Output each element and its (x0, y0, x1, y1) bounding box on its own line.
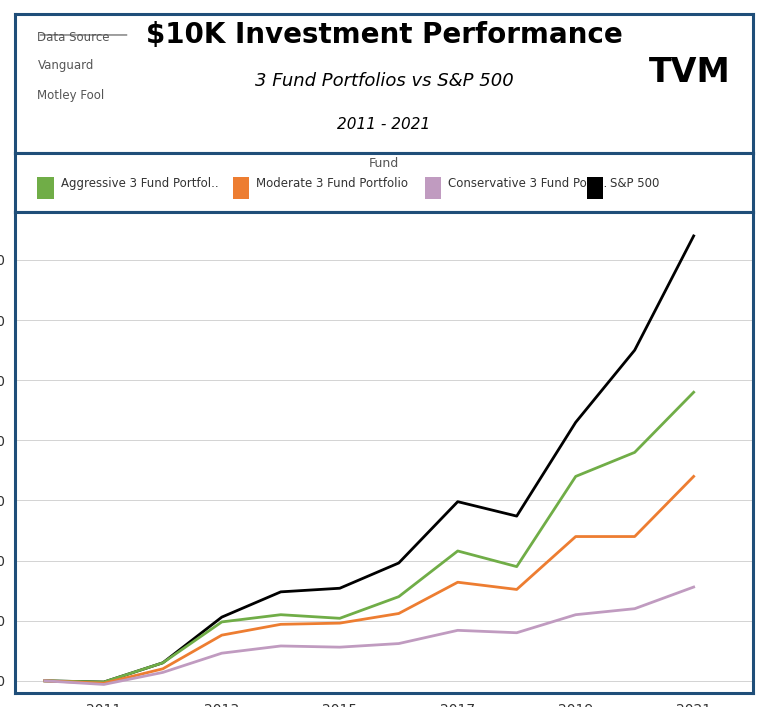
Text: 2011 - 2021: 2011 - 2021 (337, 117, 431, 132)
Text: Moderate 3 Fund Portfolio: Moderate 3 Fund Portfolio (257, 177, 409, 190)
Text: S&P 500: S&P 500 (611, 177, 660, 190)
Text: Vanguard: Vanguard (38, 59, 94, 71)
Text: Data Source: Data Source (38, 31, 110, 44)
Text: Aggressive 3 Fund Portfol..: Aggressive 3 Fund Portfol.. (61, 177, 219, 190)
Text: Fund: Fund (369, 157, 399, 170)
FancyBboxPatch shape (425, 177, 441, 199)
Text: TVM: TVM (649, 56, 730, 89)
FancyBboxPatch shape (233, 177, 249, 199)
Text: Conservative 3 Fund Portf..: Conservative 3 Fund Portf.. (449, 177, 607, 190)
FancyBboxPatch shape (38, 177, 54, 199)
FancyBboxPatch shape (587, 177, 603, 199)
Text: $10K Investment Performance: $10K Investment Performance (146, 21, 622, 49)
Text: 3 Fund Portfolios vs S&P 500: 3 Fund Portfolios vs S&P 500 (255, 73, 513, 90)
Text: Motley Fool: Motley Fool (38, 89, 104, 103)
